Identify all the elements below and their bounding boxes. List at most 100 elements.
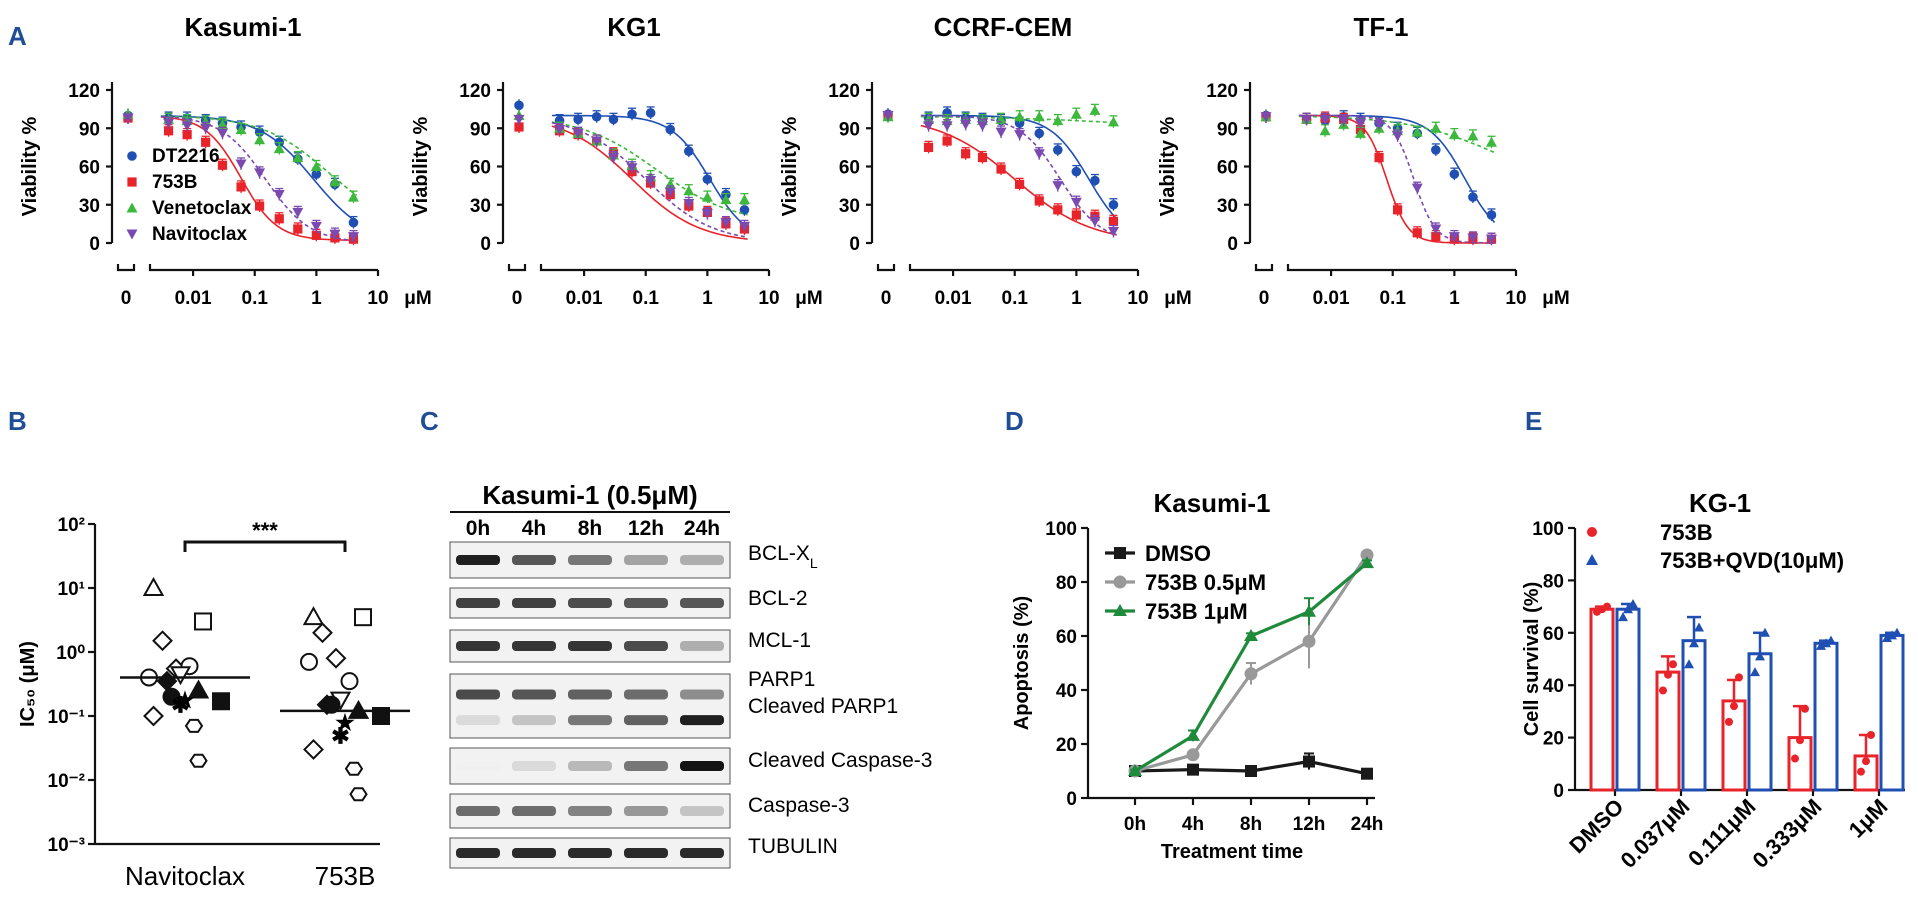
data-point bbox=[1015, 179, 1025, 189]
y-tick-label: 20 bbox=[1543, 729, 1564, 750]
data-point bbox=[626, 163, 638, 174]
x-tick-label: 0.1 bbox=[1380, 288, 1407, 309]
replicate-point bbox=[1887, 630, 1897, 640]
data-point bbox=[1468, 192, 1478, 202]
legend-label: Navitoclax bbox=[152, 224, 247, 245]
y-tick-label: 90 bbox=[839, 119, 860, 140]
y-axis-label: IC₅₀ (μM) bbox=[17, 641, 39, 727]
data-point bbox=[201, 137, 211, 147]
y-tick-label: 30 bbox=[470, 196, 491, 217]
data-point bbox=[1090, 175, 1100, 186]
data-point bbox=[236, 182, 246, 192]
blot-band bbox=[568, 806, 612, 816]
data-point bbox=[1052, 181, 1064, 192]
data-point bbox=[1448, 232, 1460, 243]
data-point bbox=[1411, 126, 1423, 137]
replicate-point bbox=[1892, 627, 1902, 637]
data-point bbox=[1053, 205, 1063, 215]
blot-band bbox=[624, 555, 668, 565]
data-point bbox=[1014, 111, 1026, 122]
ic50-point bbox=[325, 647, 347, 669]
data-point bbox=[923, 121, 935, 132]
data-point bbox=[200, 123, 212, 134]
data-point bbox=[683, 198, 695, 209]
replicate-point bbox=[1659, 686, 1667, 695]
data-point bbox=[1244, 667, 1258, 681]
legend-marker-navitoclax bbox=[126, 229, 138, 240]
ic50-point bbox=[312, 622, 333, 644]
panel-letter-a: A bbox=[8, 21, 27, 51]
series-navitoclax bbox=[882, 109, 1119, 238]
x-tick-label: 0 bbox=[121, 288, 132, 309]
ic50-point bbox=[303, 739, 324, 760]
data-point bbox=[645, 176, 657, 187]
ic50-point bbox=[344, 761, 364, 776]
series-753b bbox=[514, 120, 750, 240]
blot-title: Kasumi-1 (0.5μM) bbox=[482, 480, 697, 510]
band-label: TUBULIN bbox=[748, 835, 838, 858]
legend-marker bbox=[1586, 554, 1598, 565]
y-tick-label: 0 bbox=[89, 234, 100, 255]
chart-title: Kasumi-1 bbox=[184, 12, 301, 42]
bar bbox=[1681, 639, 1707, 792]
x-axis-line bbox=[148, 264, 378, 272]
replicate-point bbox=[1628, 598, 1638, 608]
fit-curve bbox=[160, 115, 358, 196]
fit-curve bbox=[551, 114, 749, 229]
replicate-point bbox=[1730, 702, 1738, 711]
data-point bbox=[1485, 234, 1497, 245]
y-axis-label: Viability % bbox=[1157, 116, 1179, 216]
replicate-point bbox=[1882, 633, 1892, 643]
x-axis-zero-segment bbox=[876, 264, 896, 272]
blot-band bbox=[568, 555, 612, 565]
data-point bbox=[627, 109, 637, 120]
data-point bbox=[182, 130, 192, 140]
ic50-point bbox=[143, 705, 164, 727]
blot-band bbox=[456, 641, 500, 651]
y-tick-label: 90 bbox=[79, 119, 100, 140]
y-tick-label: 10⁰ bbox=[56, 643, 85, 664]
data-point bbox=[1301, 114, 1313, 125]
data-point bbox=[329, 176, 341, 187]
blot-band bbox=[680, 641, 724, 651]
panel-letter-c: C bbox=[420, 406, 439, 436]
blot-band bbox=[568, 598, 612, 608]
data-point bbox=[1431, 145, 1441, 155]
dose-response-chart-A1: Kasumi-1 0 30 60 90 120 Viability % 0 0.01 0.1 1 10… bbox=[19, 12, 432, 309]
data-point bbox=[1303, 755, 1315, 768]
blot-strip bbox=[449, 673, 731, 739]
band-label: MCL-1 bbox=[748, 629, 811, 652]
chart-title: TF-1 bbox=[1354, 12, 1409, 42]
bar bbox=[1879, 633, 1905, 792]
legend-label: 753B bbox=[152, 172, 197, 193]
blot-band bbox=[512, 555, 556, 565]
data-point bbox=[311, 230, 321, 240]
blot-band bbox=[680, 806, 724, 816]
data-point bbox=[1467, 130, 1479, 141]
data-point bbox=[1430, 122, 1442, 133]
legend-label: Venetoclax bbox=[152, 198, 252, 219]
data-point bbox=[1187, 763, 1199, 776]
blot-band bbox=[624, 641, 668, 651]
replicate-point bbox=[1791, 754, 1799, 763]
line-series-1: 753B 0.5μM bbox=[1105, 548, 1374, 778]
blot-band bbox=[512, 848, 556, 858]
band-label: BCL-2 bbox=[748, 587, 808, 610]
y-tick-label: 80 bbox=[1543, 571, 1564, 592]
data-point bbox=[1052, 115, 1064, 126]
replicate-point bbox=[1735, 673, 1743, 682]
data-point bbox=[274, 214, 284, 224]
replicate-point bbox=[1826, 635, 1836, 645]
data-point bbox=[1360, 548, 1374, 562]
ic50-point bbox=[189, 753, 208, 768]
data-point bbox=[1089, 216, 1101, 227]
data-point bbox=[329, 229, 341, 240]
data-point bbox=[591, 136, 603, 147]
data-point bbox=[607, 153, 619, 164]
x-axis-line bbox=[1286, 264, 1516, 272]
panel-letter-b: B bbox=[8, 406, 27, 436]
data-point bbox=[1412, 228, 1422, 238]
data-point bbox=[217, 160, 228, 170]
blot-band bbox=[456, 848, 500, 858]
